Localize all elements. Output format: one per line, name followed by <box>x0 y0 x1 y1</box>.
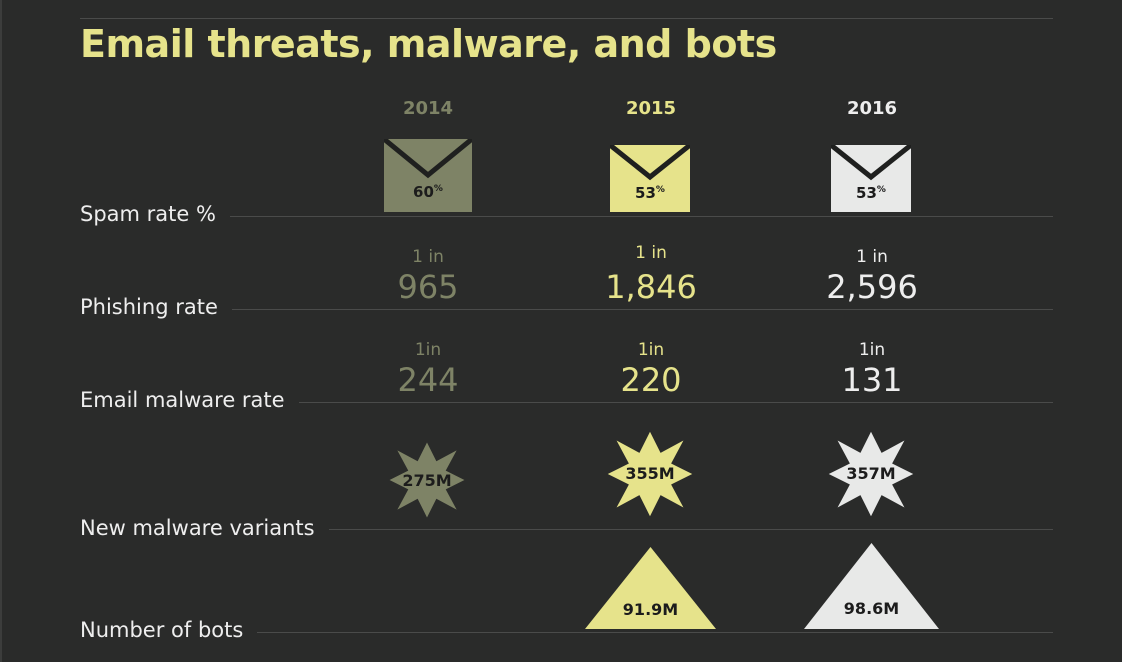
variants-value-2015: 355M <box>625 464 675 483</box>
spam-rate-2015: 53% <box>635 184 665 202</box>
year-header-2016: 2016 <box>846 98 898 119</box>
bots-value-2016: 98.6M <box>843 599 900 618</box>
spam-envelope-2014: 60% <box>384 139 472 212</box>
email-malware-prefix-2015: 1in <box>637 340 665 360</box>
spam-envelope-2016: 53% <box>831 145 911 212</box>
row-divider <box>80 309 1053 310</box>
email-malware-prefix-2016: 1in <box>858 340 886 360</box>
variants-starburst-2014: 275M <box>388 441 466 519</box>
email-malware-value-2015: 220 <box>620 361 682 399</box>
spam-rate-2016: 53% <box>856 184 886 202</box>
row-divider <box>80 632 1053 633</box>
phishing-prefix-2016: 1 in <box>856 247 888 267</box>
phishing-prefix-2015: 1 in <box>635 243 667 263</box>
envelope-icon <box>610 145 690 212</box>
variants-starburst-2016: 357M <box>827 430 915 518</box>
email-malware-prefix-2014: 1in <box>414 340 442 360</box>
page-title: Email threats, malware, and bots <box>80 22 777 66</box>
envelope-icon <box>384 139 472 212</box>
row-label-phishing: Phishing rate <box>80 295 232 319</box>
phishing-value-2014: 965 <box>397 268 459 306</box>
spam-envelope-2015: 53% <box>610 145 690 212</box>
variants-value-2016: 357M <box>846 464 896 483</box>
triangle-icon <box>804 543 939 629</box>
top-divider <box>80 18 1053 19</box>
envelope-icon <box>831 145 911 212</box>
row-label-number-of-bots: Number of bots <box>80 618 258 642</box>
row-label-spam: Spam rate % <box>80 202 230 226</box>
row-divider <box>80 216 1053 217</box>
email-malware-value-2016: 131 <box>841 361 903 399</box>
variants-starburst-2015: 355M <box>606 430 694 518</box>
spam-rate-2014: 60% <box>413 183 443 201</box>
row-divider <box>80 529 1053 530</box>
year-header-2014: 2014 <box>402 98 454 119</box>
phishing-value-2016: 2,596 <box>826 268 918 306</box>
bots-triangle-2015: 91.9M <box>585 547 716 629</box>
triangle-icon <box>585 547 716 629</box>
row-label-email-malware: Email malware rate <box>80 388 299 412</box>
row-label-new-malware-variants: New malware variants <box>80 516 329 540</box>
starburst-icon <box>389 442 465 518</box>
email-malware-value-2014: 244 <box>397 361 459 399</box>
left-border <box>0 0 2 662</box>
phishing-prefix-2014: 1 in <box>412 247 444 267</box>
row-divider <box>80 402 1053 403</box>
starburst-icon <box>607 431 693 517</box>
bots-value-2015: 91.9M <box>622 600 679 619</box>
variants-value-2014: 275M <box>402 471 452 490</box>
phishing-value-2015: 1,846 <box>605 268 697 306</box>
bots-triangle-2016: 98.6M <box>804 543 939 629</box>
starburst-icon <box>828 431 914 517</box>
year-header-2015: 2015 <box>625 98 677 119</box>
